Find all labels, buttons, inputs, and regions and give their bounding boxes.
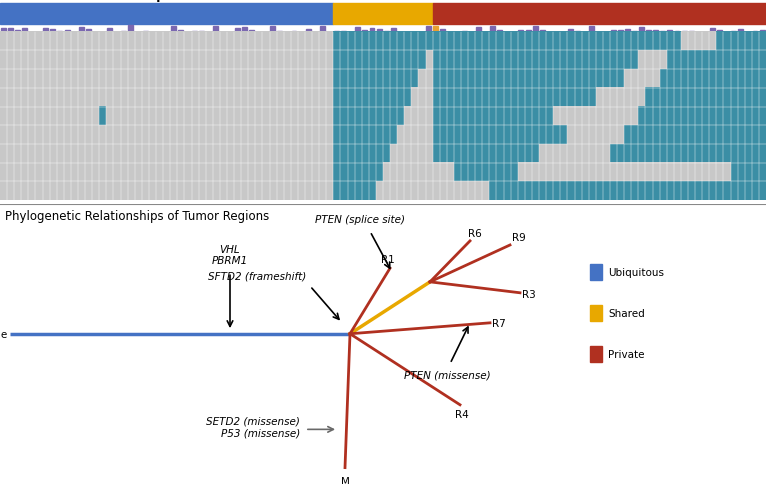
Bar bbox=[369, 29, 375, 33]
Bar bbox=[391, 30, 396, 33]
Bar bbox=[171, 27, 176, 33]
Text: Shared: Shared bbox=[608, 309, 645, 318]
Bar bbox=[519, 30, 523, 33]
Bar bbox=[121, 32, 126, 33]
Bar bbox=[249, 30, 254, 33]
Bar bbox=[575, 31, 580, 33]
Text: VHL
PBRM1: VHL PBRM1 bbox=[212, 244, 248, 266]
Bar bbox=[434, 27, 438, 33]
Bar bbox=[86, 30, 91, 33]
Bar bbox=[611, 31, 616, 33]
Bar bbox=[384, 31, 388, 33]
Text: Ubiquitous: Ubiquitous bbox=[608, 268, 664, 278]
Bar bbox=[64, 31, 70, 33]
Bar bbox=[142, 31, 148, 33]
Bar bbox=[752, 32, 758, 33]
Text: Shared: Shared bbox=[359, 0, 407, 2]
Bar bbox=[497, 31, 502, 33]
Bar bbox=[760, 31, 764, 33]
Bar bbox=[568, 30, 573, 33]
Bar bbox=[660, 31, 666, 33]
Bar bbox=[476, 28, 481, 33]
Bar bbox=[292, 32, 296, 33]
Bar bbox=[355, 28, 360, 33]
Text: R4: R4 bbox=[455, 409, 469, 419]
Bar bbox=[682, 32, 686, 33]
Text: R7: R7 bbox=[492, 318, 506, 328]
Bar bbox=[242, 29, 247, 33]
Bar bbox=[426, 27, 431, 33]
Text: SETD2 (missense)
P53 (missense): SETD2 (missense) P53 (missense) bbox=[206, 416, 300, 438]
Bar bbox=[667, 31, 673, 33]
Text: R6: R6 bbox=[468, 228, 482, 239]
Bar bbox=[647, 31, 651, 33]
Bar bbox=[214, 28, 218, 33]
Bar bbox=[79, 28, 83, 33]
Text: R3: R3 bbox=[522, 289, 535, 300]
Bar bbox=[178, 30, 183, 33]
Bar bbox=[107, 29, 112, 33]
Text: M: M bbox=[341, 476, 349, 484]
Bar bbox=[0, 4, 333, 25]
Bar bbox=[590, 305, 602, 322]
Bar bbox=[653, 31, 658, 33]
Bar bbox=[22, 29, 27, 33]
Text: SFTD2 (frameshift): SFTD2 (frameshift) bbox=[208, 271, 306, 281]
Bar bbox=[8, 29, 13, 33]
Bar bbox=[341, 31, 346, 33]
Bar bbox=[57, 31, 62, 33]
Bar bbox=[277, 32, 283, 33]
Bar bbox=[433, 4, 766, 25]
Text: PTEN (missense): PTEN (missense) bbox=[404, 369, 490, 379]
Text: Private: Private bbox=[575, 0, 624, 2]
Bar bbox=[639, 29, 644, 33]
Bar bbox=[590, 265, 602, 281]
Bar bbox=[710, 29, 715, 33]
Bar bbox=[689, 32, 694, 33]
Bar bbox=[490, 27, 495, 33]
Bar bbox=[270, 27, 275, 33]
Text: Phylogenetic Relationships of Tumor Regions: Phylogenetic Relationships of Tumor Regi… bbox=[5, 210, 270, 223]
Bar bbox=[199, 31, 205, 33]
Bar bbox=[306, 30, 311, 33]
Bar bbox=[632, 32, 637, 33]
Bar bbox=[15, 31, 20, 33]
Text: PTEN (splice site): PTEN (splice site) bbox=[315, 215, 405, 225]
Bar bbox=[320, 27, 325, 33]
Bar bbox=[1, 29, 5, 33]
Bar bbox=[362, 31, 368, 33]
Bar bbox=[738, 30, 743, 33]
Bar bbox=[625, 30, 630, 33]
Bar bbox=[440, 30, 445, 33]
Bar bbox=[192, 32, 197, 33]
Bar bbox=[43, 29, 48, 33]
Bar bbox=[717, 31, 722, 33]
Text: R1: R1 bbox=[381, 255, 395, 265]
Bar bbox=[462, 32, 466, 33]
Text: R9: R9 bbox=[512, 233, 525, 243]
Bar bbox=[540, 31, 545, 33]
Bar bbox=[589, 27, 594, 33]
Text: Private: Private bbox=[608, 349, 644, 360]
Bar bbox=[377, 30, 381, 33]
Bar bbox=[675, 32, 679, 33]
Bar bbox=[617, 31, 623, 33]
Bar bbox=[590, 347, 602, 363]
Text: Ubiquitous: Ubiquitous bbox=[131, 0, 202, 2]
Bar bbox=[732, 32, 736, 33]
Bar bbox=[334, 32, 339, 33]
Bar bbox=[129, 27, 133, 33]
Text: Normal tissue: Normal tissue bbox=[0, 329, 7, 339]
Bar bbox=[333, 4, 433, 25]
Bar bbox=[234, 29, 240, 33]
Bar bbox=[532, 27, 538, 33]
Bar bbox=[525, 31, 531, 33]
Bar bbox=[51, 30, 55, 33]
